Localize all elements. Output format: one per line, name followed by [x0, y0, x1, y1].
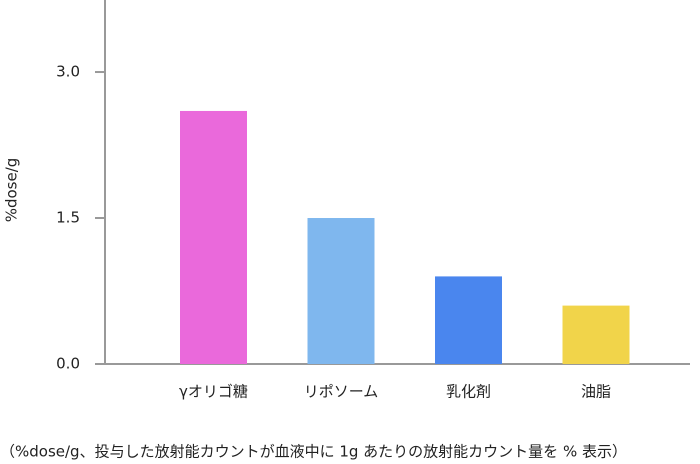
y-tick-label: 1.5: [56, 209, 80, 227]
x-tick-label: 油脂: [581, 383, 611, 401]
y-axis-label: %dose/g: [3, 158, 21, 223]
x-tick-label: リポソーム: [304, 383, 379, 401]
bar: [307, 218, 375, 364]
caption: （%dose/g、投与した放射能カウントが血液中に 1g あたりの放射能カウント…: [0, 443, 627, 461]
y-tick-label: 0.0: [56, 355, 80, 373]
bar: [180, 110, 247, 364]
x-tick-label: 乳化剤: [446, 383, 491, 401]
bar: [435, 276, 502, 364]
y-tick-label: 3.0: [56, 63, 80, 81]
bar: [562, 305, 630, 364]
x-tick-label: γオリゴ糖: [179, 383, 248, 401]
